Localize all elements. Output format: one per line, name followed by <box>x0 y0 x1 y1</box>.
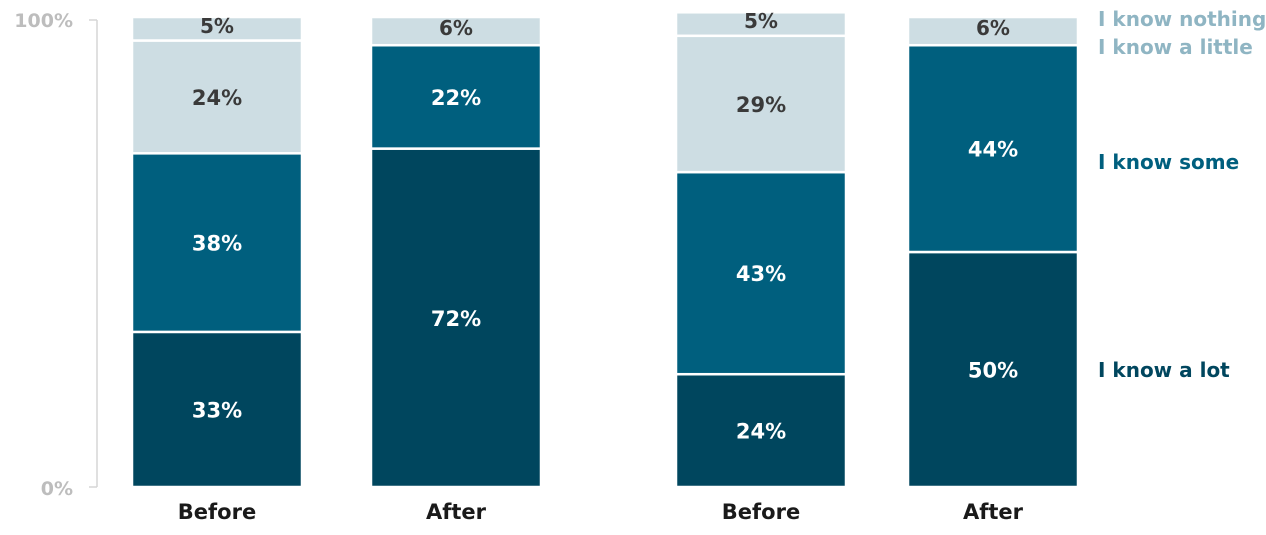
legend-item-i-know-a-lot: I know a lot <box>1098 358 1230 382</box>
bar-segment-i-know-nothing <box>369 15 543 47</box>
category-label: After <box>426 500 487 524</box>
category-label: After <box>963 500 1024 524</box>
bar-segment-i-know-a-little <box>674 34 848 174</box>
bar-segment-i-know-nothing <box>906 15 1080 47</box>
data-label: 29% <box>736 93 786 117</box>
data-label: 6% <box>976 16 1010 40</box>
bar-segment-i-know-a-lot <box>906 250 1080 489</box>
data-label: 50% <box>968 359 1018 383</box>
y-tick-label-0: 0% <box>41 478 73 500</box>
bar-segment-i-know-a-little <box>130 39 304 155</box>
data-label: 5% <box>744 9 778 33</box>
category-label: Before <box>178 500 256 524</box>
category-label: Before <box>722 500 800 524</box>
data-label: 72% <box>431 307 481 331</box>
data-label: 43% <box>736 262 786 286</box>
y-tick-label-100: 100% <box>14 10 73 32</box>
data-label: 44% <box>968 138 1018 162</box>
bar-segment-i-know-nothing <box>674 11 848 38</box>
data-label: 33% <box>192 398 242 422</box>
data-label: 22% <box>431 86 481 110</box>
bar-segment-i-know-nothing <box>130 15 304 42</box>
bar-segment-i-know-some <box>674 170 848 376</box>
data-label: 24% <box>192 86 242 110</box>
legend-item-i-know-nothing: I know nothing <box>1098 7 1266 31</box>
bar-segment-i-know-a-lot <box>674 372 848 489</box>
legend-item-i-know-a-little: I know a little <box>1098 35 1253 59</box>
data-label: 24% <box>736 420 786 444</box>
data-label: 5% <box>200 14 234 38</box>
bar-segment-i-know-a-lot <box>130 330 304 489</box>
data-label: 6% <box>439 16 473 40</box>
data-label: 38% <box>192 232 242 256</box>
legend-item-i-know-some: I know some <box>1098 150 1239 174</box>
bar-segment-i-know-some <box>369 43 543 150</box>
